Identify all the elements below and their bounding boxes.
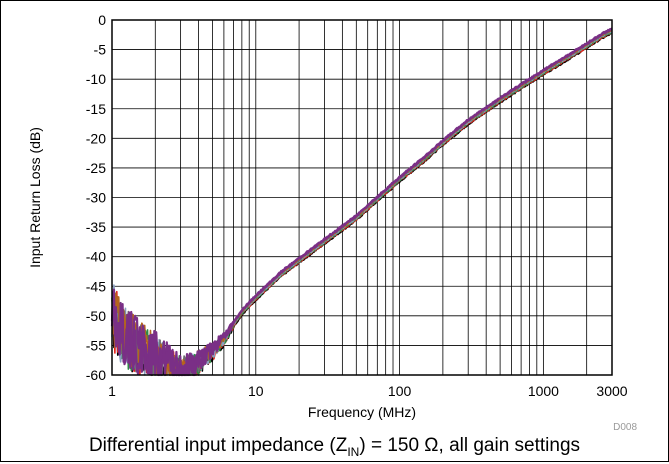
y-tick-label: -30: [86, 190, 106, 206]
data-series-line: [110, 27, 613, 377]
x-tick-labels: 1 10 100 1000 3000: [108, 383, 628, 399]
y-tick-label: -15: [86, 101, 106, 117]
y-tick-label: -20: [86, 130, 106, 146]
y-tick-label: -25: [86, 160, 106, 176]
x-tick-label: 1: [108, 383, 116, 399]
x-tick-label: 10: [248, 383, 264, 399]
y-tick-labels: 0 -5 -10 -15 -20 -25 -30 -35 -40 -45 -50 -55 -60: [86, 12, 106, 383]
y-tick-label: -5: [94, 42, 107, 58]
plot-area-frame: [111, 19, 613, 376]
y-tick-label: -50: [86, 308, 106, 324]
x-tick-label: 3000: [596, 383, 627, 399]
x-tick-label: 1000: [528, 383, 559, 399]
y-tick-label: -10: [86, 71, 106, 87]
x-tick-label: 100: [388, 383, 412, 399]
y-axis-label: Input Return Loss (dB): [27, 127, 43, 268]
caption-prefix: Differential input impedance (Z: [88, 435, 348, 456]
y-tick-label: 0: [98, 12, 106, 28]
data-curves: [110, 27, 613, 377]
caption-suffix: ) = 150 Ω, all gain settings: [359, 435, 581, 456]
y-tick-label: -55: [86, 337, 106, 353]
y-tick-label: -60: [86, 367, 106, 383]
caption-subscript: IN: [347, 444, 360, 459]
x-axis-label: Frequency (MHz): [308, 404, 416, 420]
y-tick-label: -35: [86, 219, 106, 235]
figure-caption: Differential input impedance (ZIN) = 150…: [0, 434, 669, 464]
y-tick-label: -40: [86, 249, 106, 265]
y-tick-label: -45: [86, 278, 106, 294]
figure-id: D008: [613, 422, 637, 433]
